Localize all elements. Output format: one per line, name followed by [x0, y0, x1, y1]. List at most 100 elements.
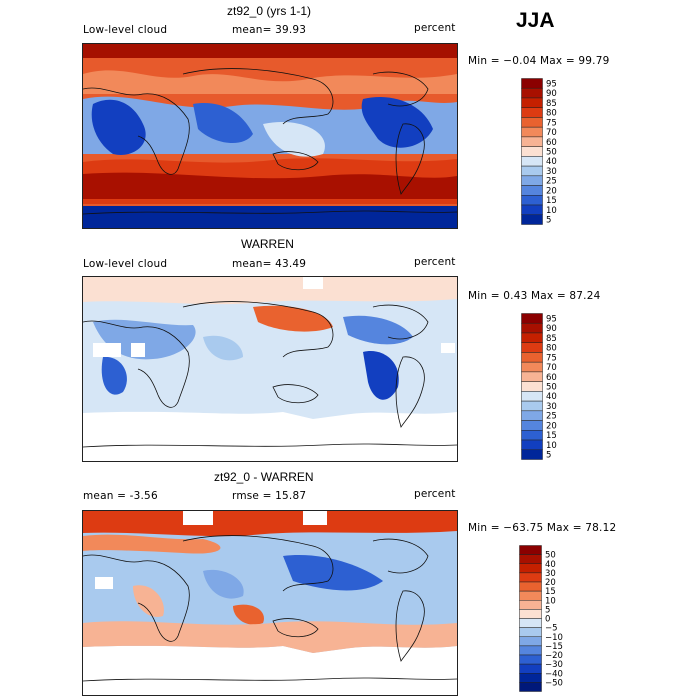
colorbar-tick-label: 60	[546, 373, 557, 383]
panel1-patch-pacific	[263, 122, 325, 157]
panel3-patch-indian	[203, 569, 244, 599]
colorbar-swatch	[519, 682, 542, 692]
panel1-title: zt92_0 (yrs 1-1)	[227, 4, 312, 18]
colorbar-swatch	[521, 107, 543, 118]
colorbar-swatch	[519, 590, 542, 601]
colorbar-tick-label: 15	[546, 431, 557, 441]
panel2-title: WARREN	[241, 237, 294, 251]
panel3-coast-asia	[182, 535, 334, 592]
colorbar-tick-label: 10	[545, 596, 556, 606]
colorbar-swatch	[519, 581, 542, 592]
panel3-title: zt92_0 - WARREN	[214, 470, 314, 484]
colorbar-swatch	[519, 618, 542, 628]
colorbar-tick-label: 25	[546, 412, 557, 422]
colorbar-tick-label: 85	[546, 99, 557, 109]
panel2-coast-antarctica	[83, 443, 457, 448]
colorbar-swatch	[521, 430, 543, 441]
colorbar-swatch	[521, 449, 543, 460]
panel1-band-storm-track	[83, 172, 457, 199]
colorbar-tick-label: −20	[545, 651, 563, 661]
colorbar-tick-label: 75	[546, 353, 557, 363]
colorbar-swatch	[521, 214, 543, 225]
colorbar-tick-label: 15	[545, 587, 556, 597]
panel2-gap-4	[303, 277, 323, 289]
panel2-units-label: percent	[414, 256, 456, 268]
colorbar-swatch	[521, 391, 543, 402]
colorbar-swatch	[519, 600, 542, 610]
panel1-mean-label: mean= 39.93	[232, 24, 307, 36]
colorbar-tick-label: 30	[545, 569, 556, 579]
panel3-gap-2	[303, 511, 327, 525]
panel3-units-label: percent	[414, 488, 456, 500]
colorbar-swatch	[521, 439, 543, 451]
colorbar-swatch	[521, 136, 543, 147]
panel2-patch-africa	[101, 356, 127, 395]
panel3-gap-3	[95, 577, 113, 589]
colorbar-swatch	[521, 400, 543, 412]
panel1-band-arctic	[83, 44, 457, 58]
panel3-map	[82, 510, 458, 696]
panel1-minmax: Min = −0.04 Max = 99.79	[468, 55, 610, 67]
colorbar-tick-label: 10	[546, 206, 557, 216]
colorbar-swatch	[519, 663, 542, 674]
panel2-coast-northamerica	[372, 304, 429, 340]
panel2-gap-2	[131, 343, 145, 357]
colorbar-tick-label: 20	[545, 578, 556, 588]
colorbar-swatch	[521, 410, 543, 421]
panel2-coast-asia	[182, 301, 334, 358]
panel2-coast-africa	[83, 320, 190, 408]
colorbar-swatch	[521, 78, 543, 89]
colorbar-swatch	[519, 636, 542, 647]
panel3-coast-africa	[83, 554, 190, 642]
panel3-band-south	[83, 621, 457, 653]
panel1-map	[82, 43, 458, 229]
colorbar-swatch	[521, 126, 543, 138]
colorbar-tick-label: 50	[546, 383, 557, 393]
panel3-minmax: Min = −63.75 Max = 78.12	[468, 522, 617, 534]
panel1-patch-africa	[91, 99, 146, 155]
colorbar-tick-label: 20	[546, 421, 557, 431]
colorbar-tick-label: 5	[546, 216, 551, 226]
panel1-band-north-mid	[83, 70, 457, 94]
colorbar-swatch	[521, 322, 543, 334]
colorbar-swatch	[521, 352, 543, 363]
panel3-coast-antarctica	[83, 677, 457, 682]
panel1-units-label: percent	[414, 22, 456, 34]
colorbar-tick-label: 75	[546, 118, 557, 128]
colorbar-swatch	[521, 332, 543, 343]
panel1-patch-southamerica	[361, 97, 433, 148]
colorbar-swatch	[521, 342, 543, 353]
panel1-band-antarctic	[83, 206, 457, 228]
colorbar-tick-label: 70	[546, 363, 557, 373]
panel1-variable-label: Low-level cloud	[83, 24, 168, 36]
colorbar-tick-label: 5	[545, 605, 550, 615]
colorbar-tick-label: 90	[546, 89, 557, 99]
panel2-map	[82, 276, 458, 462]
panel3-band-north	[83, 534, 221, 554]
colorbar-swatch	[519, 545, 542, 555]
panel1-coast-australia	[272, 151, 319, 171]
panel3-coastlines	[83, 535, 457, 682]
colorbar-tick-label: −40	[545, 669, 563, 679]
colorbar-swatch	[519, 572, 542, 583]
colorbar-swatch	[519, 654, 542, 665]
panel2-coast-australia	[272, 384, 319, 404]
panel2-colorbar: 95 90 85 80 75 70 60 50 40 30 25 20 15 10 5	[521, 313, 572, 461]
colorbar-tick-label: 50	[545, 551, 556, 561]
colorbar-tick-label: 5	[546, 451, 551, 461]
colorbar-swatch	[521, 117, 543, 128]
colorbar-swatch	[521, 420, 543, 431]
panel1-coast-northamerica	[372, 71, 429, 107]
panel3-coast-northamerica	[372, 538, 429, 574]
colorbar-swatch	[521, 313, 543, 324]
colorbar-swatch	[521, 156, 543, 167]
panel2-variable-label: Low-level cloud	[83, 258, 168, 270]
colorbar-swatch	[521, 361, 543, 373]
panel1-coast-africa	[83, 87, 190, 175]
panel2-coast-southamerica	[395, 356, 425, 428]
colorbar-swatch	[521, 165, 543, 177]
colorbar-tick-label: 40	[545, 560, 556, 570]
colorbar-tick-label: 50	[546, 148, 557, 158]
colorbar-tick-label: 90	[546, 324, 557, 334]
colorbar-swatch	[519, 563, 542, 574]
